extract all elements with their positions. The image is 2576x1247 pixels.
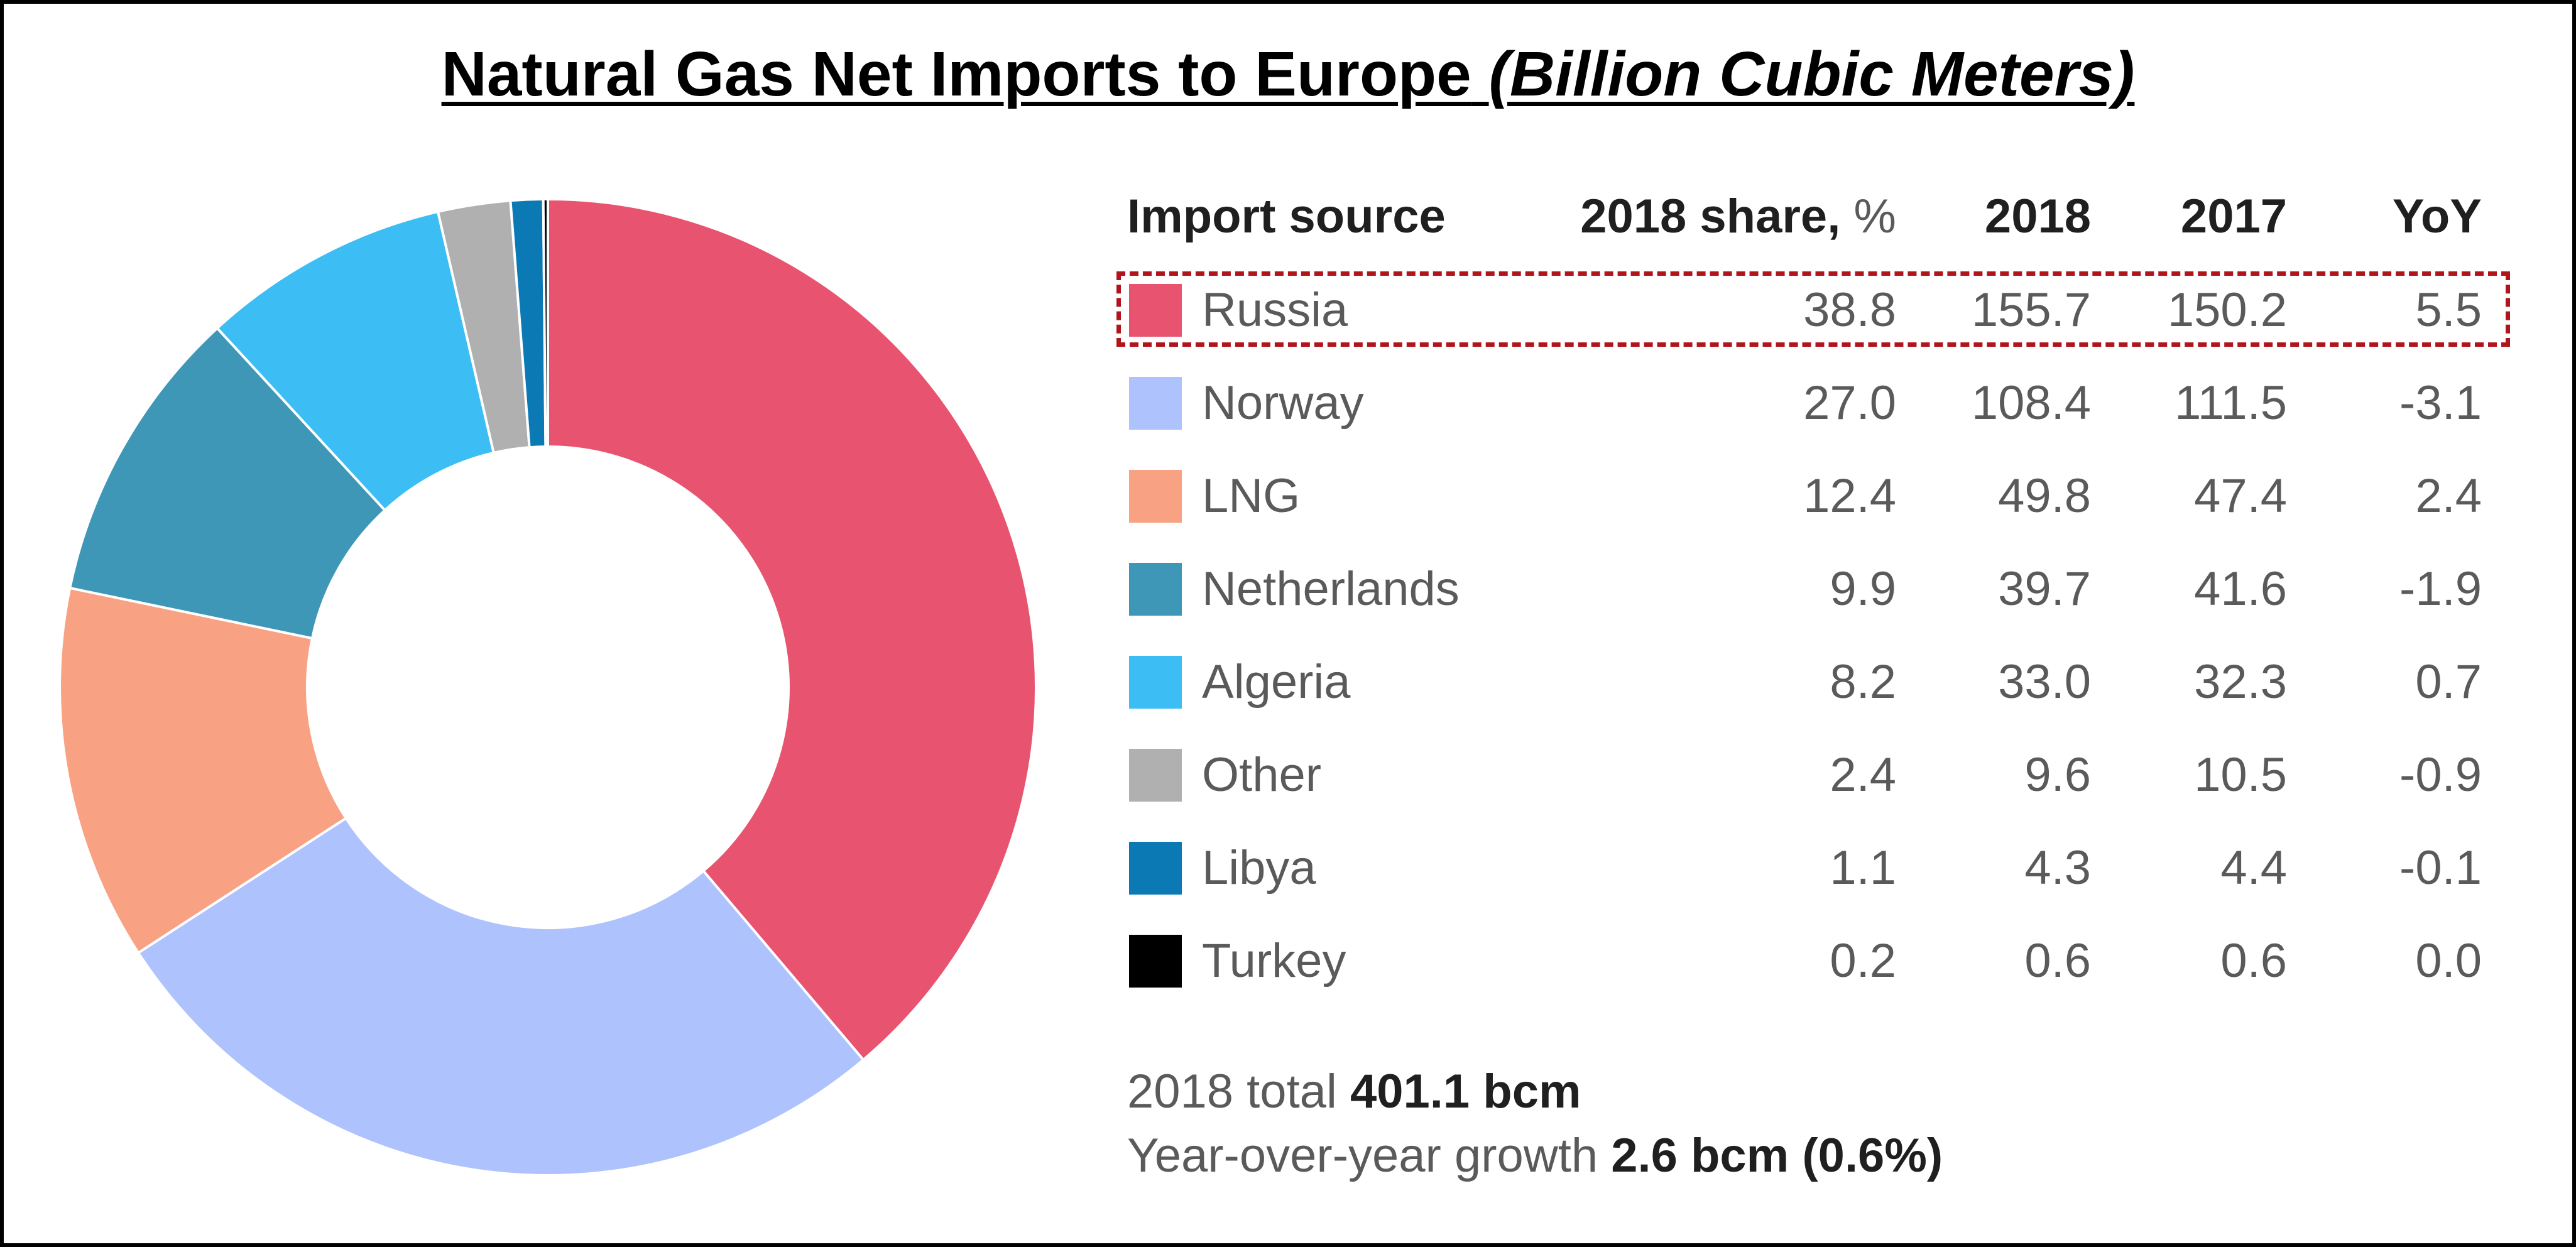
table-row: Norway 27.0 108.4 111.5 -3.1 — [0, 364, 2576, 433]
legend-swatch — [1129, 284, 1182, 337]
row-2017: 4.4 — [2220, 841, 2287, 895]
table-row: Other 2.4 9.6 10.5 -0.9 — [0, 736, 2576, 805]
row-share: 27.0 — [1803, 376, 1896, 430]
donut-slice-algeria — [215, 210, 496, 513]
row-yoy: -0.1 — [2399, 841, 2482, 895]
row-share: 1.1 — [1830, 841, 1896, 895]
row-label: Netherlands — [1202, 562, 1460, 616]
donut-slice-lng — [58, 586, 348, 955]
row-2017: 32.3 — [2194, 655, 2287, 709]
header-share-text: 2018 share, % — [1580, 190, 1896, 243]
row-share: 0.2 — [1830, 934, 1896, 988]
footer-growth-label: Year-over-year growth — [1127, 1129, 1598, 1182]
row-share: 38.8 — [1803, 283, 1896, 337]
row-share: 12.4 — [1803, 469, 1896, 523]
table-row: Libya 1.1 4.3 4.4 -0.1 — [0, 829, 2576, 898]
row-yoy: 2.4 — [2415, 469, 2482, 523]
row-share: 9.9 — [1830, 562, 1896, 616]
footer-total-value: 401.1 bcm — [1350, 1065, 1581, 1118]
table-row: LNG 12.4 49.8 47.4 2.4 — [0, 457, 2576, 526]
legend-swatch — [1129, 842, 1182, 895]
legend-swatch — [1129, 935, 1182, 988]
table-row: Turkey 0.2 0.6 0.6 0.0 — [0, 922, 2576, 991]
row-label: Algeria — [1202, 655, 1351, 709]
row-2017: 111.5 — [2175, 376, 2287, 430]
table-row: Russia 38.8 155.7 150.2 5.5 — [0, 271, 2576, 340]
row-2018: 108.4 — [1971, 376, 2091, 430]
header-share: 2018 share, % — [1580, 182, 1896, 251]
row-2017: 0.6 — [2220, 934, 2287, 988]
row-2018: 155.7 — [1971, 283, 2091, 337]
donut-slice-netherlands — [68, 326, 387, 640]
table-row: Netherlands 9.9 39.7 41.6 -1.9 — [0, 550, 2576, 619]
donut-slice-russia — [547, 197, 1037, 1062]
row-share: 2.4 — [1830, 748, 1896, 802]
row-2017: 10.5 — [2194, 748, 2287, 802]
footer-growth: Year-over-year growth 2.6 bcm (0.6%) — [1127, 1124, 1943, 1187]
row-yoy: 0.0 — [2415, 934, 2482, 988]
row-2017: 41.6 — [2194, 562, 2287, 616]
donut-slice-turkey — [542, 197, 549, 449]
row-2017: 47.4 — [2194, 469, 2287, 523]
header-2018: 2018 — [1984, 190, 2091, 243]
row-yoy: -1.9 — [2399, 562, 2482, 616]
header-2017: 2017 — [2180, 190, 2287, 243]
legend-swatch — [1129, 749, 1182, 802]
table-row: Algeria 8.2 33.0 32.3 0.7 — [0, 643, 2576, 712]
row-yoy: 5.5 — [2415, 283, 2482, 337]
legend-swatch — [1129, 470, 1182, 523]
row-label: Norway — [1202, 376, 1364, 430]
header-yoy: YoY — [2392, 190, 2482, 243]
legend-swatch — [1129, 563, 1182, 616]
donut-chart — [58, 197, 1037, 1177]
footer-total: 2018 total 401.1 bcm — [1127, 1060, 1581, 1123]
legend-swatch — [1129, 377, 1182, 430]
header-import-source: Import source — [1127, 190, 1446, 243]
footer-growth-value: 2.6 bcm (0.6%) — [1611, 1129, 1943, 1182]
row-2018: 9.6 — [2024, 748, 2091, 802]
row-2018: 0.6 — [2024, 934, 2091, 988]
donut-slice-norway — [136, 816, 865, 1177]
row-label: Other — [1202, 748, 1322, 802]
row-label: Russia — [1202, 283, 1348, 337]
row-2018: 33.0 — [1998, 655, 2091, 709]
chart-title: Natural Gas Net Imports to Europe — [441, 39, 1471, 109]
footer-total-label: 2018 total — [1127, 1065, 1337, 1118]
row-yoy: -3.1 — [2399, 376, 2482, 430]
row-2018: 4.3 — [2024, 841, 2091, 895]
row-label: Libya — [1202, 841, 1316, 895]
chart-title-block: Natural Gas Net Imports to Europe (Billi… — [0, 36, 2576, 112]
legend-swatch — [1129, 656, 1182, 709]
chart-subtitle: (Billion Cubic Meters) — [1488, 39, 2135, 109]
row-2018: 49.8 — [1998, 469, 2091, 523]
row-yoy: 0.7 — [2415, 655, 2482, 709]
row-label: LNG — [1202, 469, 1301, 523]
russia-highlight-box — [1116, 271, 2510, 347]
row-label: Turkey — [1202, 934, 1346, 988]
row-share: 8.2 — [1830, 655, 1896, 709]
row-2018: 39.7 — [1998, 562, 2091, 616]
row-2017: 150.2 — [2167, 283, 2287, 337]
row-yoy: -0.9 — [2399, 748, 2482, 802]
